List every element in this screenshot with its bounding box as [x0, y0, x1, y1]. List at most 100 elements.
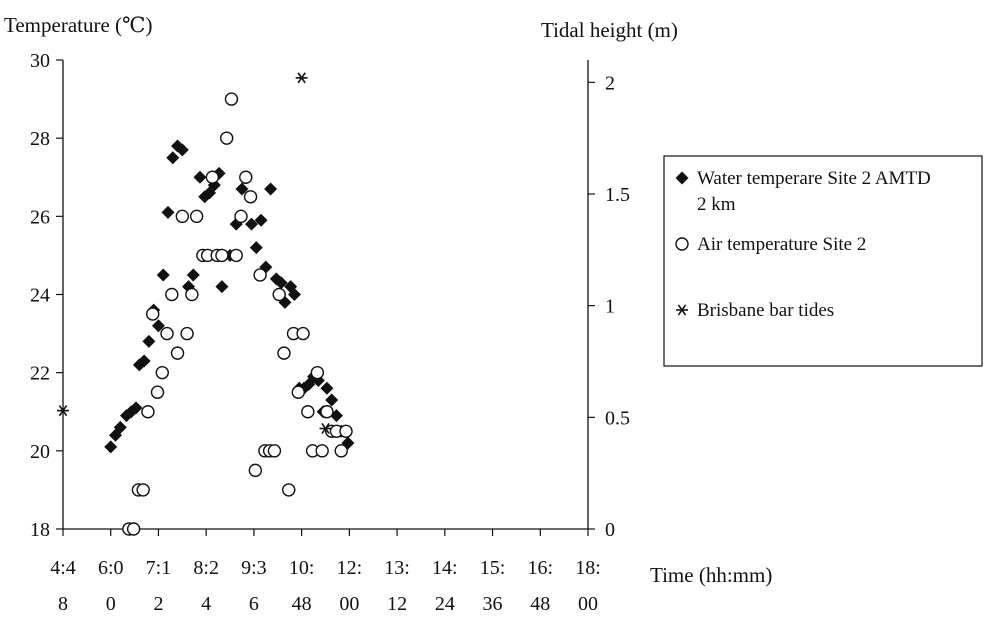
x-tick-label-line1: 4:4 — [50, 557, 76, 579]
ticks: 18 20 22 24 26 28 30 0 0.5 1 1.5 2 4:4 8 6:0 0 7:1 2 8:2 4 9… — [30, 50, 630, 615]
data-point-circle — [175, 209, 190, 224]
x-tick-label-line1: 18: — [575, 557, 601, 579]
data-point-circle — [229, 248, 243, 263]
data-point-circle — [155, 365, 169, 380]
data-point-circle — [136, 483, 150, 497]
legend-box — [663, 155, 983, 367]
data-point-circle — [272, 287, 286, 302]
data-point-diamond — [151, 319, 165, 333]
axes — [62, 60, 589, 530]
data-point-circle — [248, 463, 263, 478]
x-tick-label-line2: 48 — [530, 593, 550, 615]
data-point-diamond — [129, 401, 143, 415]
x-tick-label-line2: 4 — [201, 593, 211, 615]
x-tick-label-line1: 15: — [480, 557, 506, 579]
data-point-circle — [141, 405, 155, 419]
x-tick-label-line2: 00 — [339, 593, 359, 615]
data-point-circle — [220, 131, 234, 145]
x-tick-label-line2: 48 — [292, 593, 312, 615]
x-tick-label-line1: 13: — [384, 557, 410, 579]
x-tick-label-line2: 8 — [58, 593, 68, 615]
y-left-tick-label: 28 — [30, 128, 50, 150]
star-stroke — [321, 422, 330, 435]
star-stroke — [677, 304, 687, 316]
legend-label-line2: 2 km — [697, 194, 736, 215]
x-tick-label-line1: 7:1 — [146, 557, 172, 579]
data-point-circle — [310, 365, 325, 380]
data-point-diamond — [245, 217, 259, 231]
x-tick-label-line2: 0 — [106, 593, 116, 615]
data-point-diamond — [186, 268, 200, 282]
data-point-circle — [205, 170, 220, 184]
legend-marker-circle — [675, 237, 689, 251]
x-tick-label-line1: 6:0 — [98, 557, 124, 579]
data-point-star — [57, 405, 69, 417]
x-tick-label-line2: 12 — [387, 593, 407, 615]
y-left-tick-label: 24 — [30, 285, 50, 307]
data-point-diamond — [142, 334, 156, 348]
x-tick-label-line2: 36 — [483, 593, 503, 615]
data-point-star — [319, 422, 332, 435]
data-point-circle — [243, 190, 258, 204]
data-point-circle — [334, 444, 348, 458]
x-tick-label-line1: 12: — [337, 557, 363, 579]
data-point-circle — [239, 170, 253, 184]
data-point-diamond — [287, 288, 301, 301]
data-point-diamond — [325, 393, 339, 407]
data-point-diamond — [113, 420, 127, 434]
data-point-circle — [277, 346, 291, 360]
legend-marker-diamond — [675, 171, 689, 185]
data-point-circle — [180, 326, 194, 341]
y-left-axis-title: Temperature (℃) — [4, 13, 153, 37]
data-point-circle — [215, 248, 229, 263]
data-point-circle — [339, 424, 353, 438]
x-tick-label-line1: 9:3 — [241, 557, 267, 579]
data-point-circle — [165, 287, 179, 302]
x-tick-label-line1: 10: — [289, 557, 315, 579]
y-right-tick-label: 0.5 — [605, 407, 630, 429]
x-tick-label-line1: 16: — [527, 557, 553, 579]
y-left-tick-label: 20 — [30, 441, 50, 463]
legend-marker-star — [676, 304, 688, 316]
data-point-circle — [160, 326, 174, 341]
y-left-tick-label: 30 — [30, 50, 50, 72]
y-left-tick-label: 22 — [30, 363, 50, 385]
data-point-circle — [224, 92, 239, 106]
data-point-diamond — [254, 213, 268, 227]
x-tick-label-line2: 00 — [578, 593, 598, 615]
data-point-diamond — [320, 381, 334, 395]
legend: Water temperare Site 2 AMTD 2 km Air tempe… — [663, 155, 983, 367]
data-point-circle — [296, 326, 310, 341]
data-point-circle — [150, 385, 165, 399]
data-point-diamond — [119, 409, 133, 423]
data-point-circle — [267, 444, 282, 458]
data-point-diamond — [235, 182, 249, 196]
y-right-axis-title: Tidal height (m) — [541, 18, 678, 42]
data-point-circle — [185, 287, 199, 302]
data-point-circle — [315, 444, 329, 458]
data-point-diamond — [137, 354, 151, 368]
data-point-circle — [126, 522, 141, 536]
data-point-diamond — [264, 182, 278, 196]
data-point-diamond — [166, 151, 180, 165]
legend-label: Brisbane bar tides — [697, 300, 834, 321]
data-point-diamond — [161, 205, 175, 219]
data-point-circle — [234, 209, 248, 224]
y-right-tick-label: 0 — [605, 519, 615, 541]
data-point-diamond — [175, 143, 189, 157]
data-point-diamond — [104, 440, 118, 454]
legend-label: Air temperature Site 2 — [697, 234, 866, 255]
data-point-circle — [253, 268, 267, 282]
y-left-tick-label: 26 — [30, 206, 50, 228]
star-stroke — [297, 72, 306, 84]
data-point-circle — [291, 385, 305, 399]
x-tick-label-line2: 6 — [249, 593, 259, 615]
x-tick-label-line1: 8:2 — [193, 557, 219, 579]
data-point-diamond — [274, 276, 288, 290]
data-point-circle — [146, 307, 160, 321]
y-right-tick-label: 1.5 — [605, 184, 630, 206]
y-left-tick-label: 18 — [30, 519, 50, 541]
data-marks — [57, 72, 355, 536]
x-tick-label-line2: 2 — [153, 593, 163, 615]
